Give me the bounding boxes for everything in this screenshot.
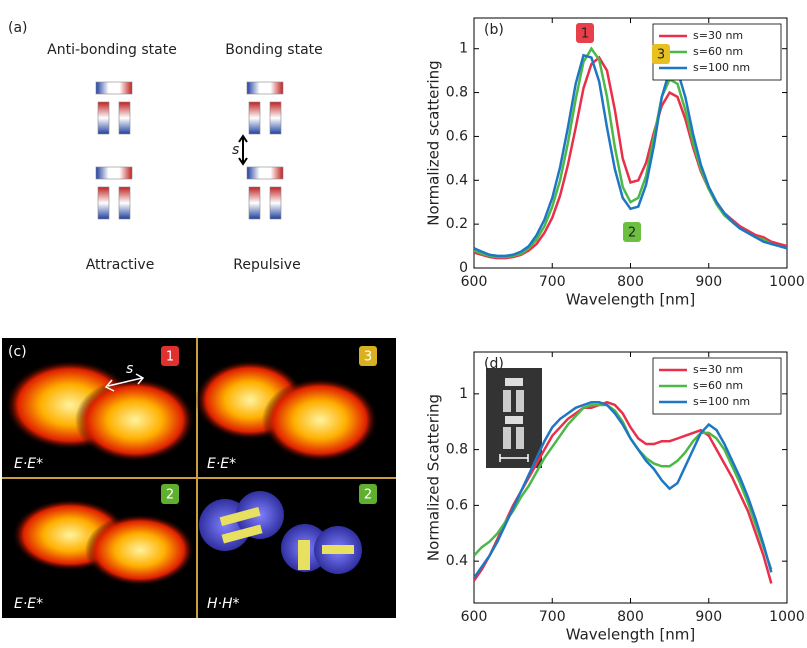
series-line <box>474 55 787 260</box>
badge-label: 2 <box>166 488 174 503</box>
gap-label: s <box>232 142 239 158</box>
state-title: Bonding state <box>225 42 323 58</box>
x-tick-label: 600 <box>461 274 488 290</box>
legend-label: s=30 nm <box>693 29 743 42</box>
panel-c: s 1 3 2 2 E·E* E·E* E·E* H·H* (c) <box>2 338 396 618</box>
x-tick-label: 900 <box>695 274 722 290</box>
y-axis-title: Normalized scattering <box>425 60 443 225</box>
y-axis-title: Normalized Scattering <box>425 394 443 561</box>
annotation: 2 <box>628 226 636 241</box>
x-axis-title: Wavelength [nm] <box>566 626 696 644</box>
badge-label: 1 <box>166 350 174 365</box>
series-line <box>474 53 787 258</box>
state-title: Anti-bonding state <box>47 42 177 58</box>
annotation-badge <box>623 222 641 242</box>
y-tick-label: 1 <box>459 386 468 402</box>
badge-label: 2 <box>364 488 372 503</box>
y-tick-label: 0 <box>459 260 468 276</box>
caption: Attractive <box>86 257 155 273</box>
legend-box <box>652 357 782 415</box>
panel-label: (c) <box>8 344 27 360</box>
y-tick-label: 0.4 <box>446 553 468 569</box>
annotation-badge <box>576 23 594 43</box>
gap-label: s <box>126 361 133 377</box>
mode-caption: E·E* <box>14 596 43 612</box>
panel-label: (b) <box>484 22 504 38</box>
y-tick-label: 1 <box>459 41 468 57</box>
y-tick-label: 0.8 <box>446 85 468 101</box>
legend-label: s=100 nm <box>693 395 750 408</box>
badge-label: 3 <box>364 350 372 365</box>
x-tick-label: 1000 <box>769 274 805 290</box>
dimer <box>246 81 284 135</box>
panel-label: (d) <box>484 356 504 372</box>
series-line <box>474 400 773 579</box>
field-render <box>5 360 378 586</box>
y-tick-label: 0.4 <box>446 172 468 188</box>
badge <box>359 346 377 366</box>
badge <box>161 484 179 504</box>
y-tick-label: 0.6 <box>446 128 468 144</box>
annotation: 1 <box>581 27 589 42</box>
dimer <box>246 166 284 220</box>
y-tick-label: 0.6 <box>446 497 468 513</box>
mode-caption: E·E* <box>207 456 236 472</box>
annotation-badge <box>652 44 670 64</box>
x-tick-label: 700 <box>539 609 566 625</box>
mode-caption: E·E* <box>14 456 43 472</box>
legend-label: s=100 nm <box>693 61 750 74</box>
legend-label: s=60 nm <box>693 379 743 392</box>
panel-a: (a) Anti-bonding state Bonding state s A… <box>8 20 323 273</box>
y-tick-label: 0.2 <box>446 216 468 232</box>
series-line <box>474 403 773 570</box>
badge <box>359 484 377 504</box>
legend-label: s=60 nm <box>693 45 743 58</box>
mode-caption: H·H* <box>207 596 240 612</box>
x-tick-label: 700 <box>539 274 566 290</box>
dimer <box>95 166 133 220</box>
x-tick-label: 900 <box>695 609 722 625</box>
x-tick-label: 800 <box>617 609 644 625</box>
legend-label: s=30 nm <box>693 363 743 376</box>
panel-label: (a) <box>8 20 28 36</box>
dimer <box>95 81 133 135</box>
x-tick-label: 600 <box>461 609 488 625</box>
gap-arrow <box>104 373 145 392</box>
badge <box>161 346 179 366</box>
caption: Repulsive <box>233 257 300 273</box>
x-axis-title: Wavelength [nm] <box>566 291 696 309</box>
gap-arrow <box>238 134 248 166</box>
sem-inset <box>486 368 542 468</box>
annotation: 3 <box>657 48 665 63</box>
x-tick-label: 800 <box>617 274 644 290</box>
x-tick-label: 1000 <box>769 609 805 625</box>
y-tick-label: 0.8 <box>446 442 468 458</box>
